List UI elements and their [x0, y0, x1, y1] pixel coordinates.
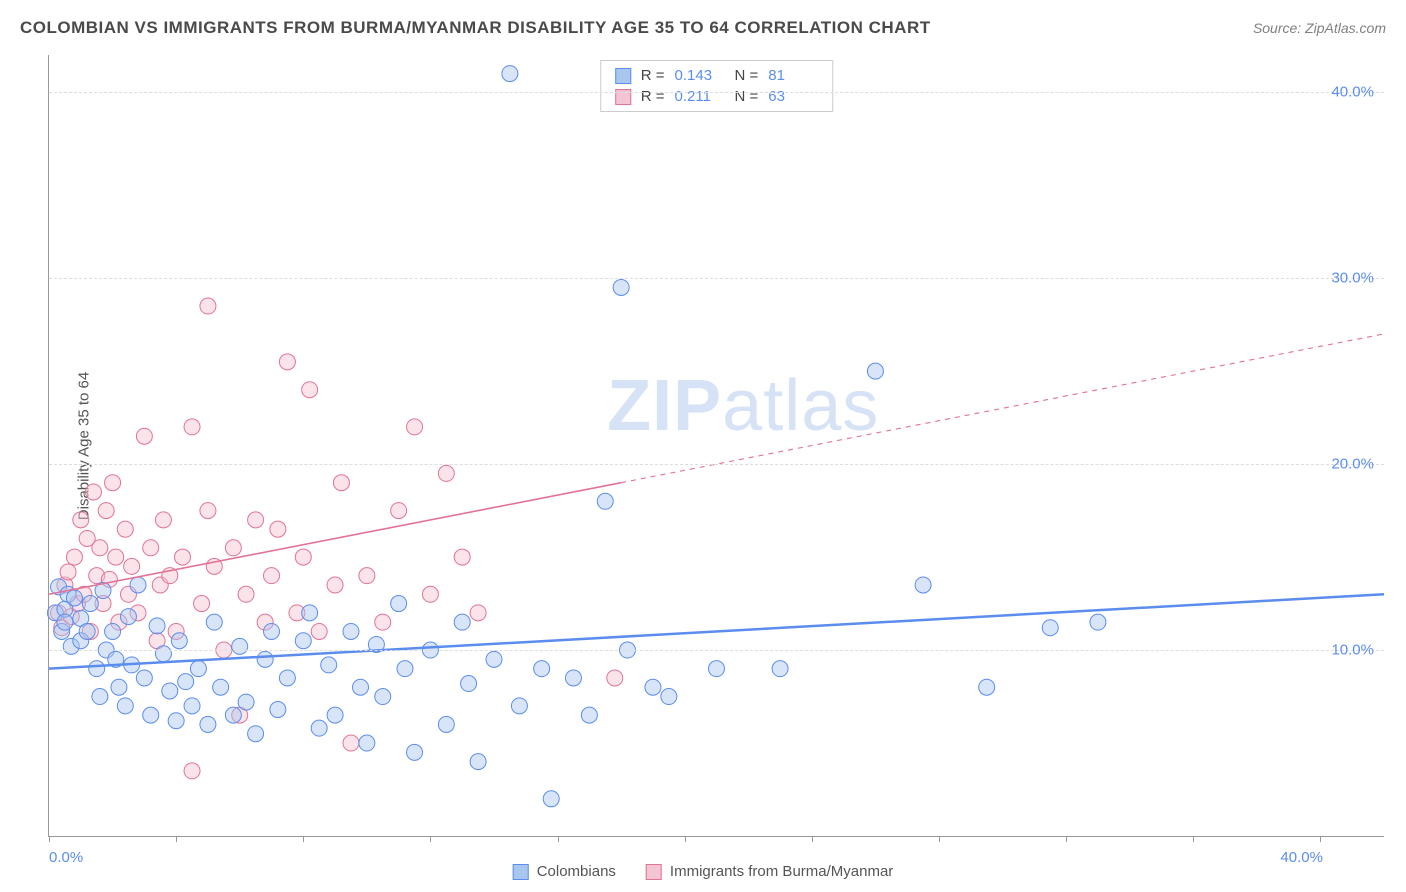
chart-area: ZIPatlas R = 0.143 N = 81 R = 0.211 N = … [48, 55, 1384, 837]
legend-label-1: Immigrants from Burma/Myanmar [670, 863, 893, 880]
legend-bottom: Colombians Immigrants from Burma/Myanmar [513, 863, 894, 880]
y-tick-label: 20.0% [1331, 456, 1374, 473]
legend-label-0: Colombians [537, 863, 616, 880]
x-tick-label: 40.0% [1280, 849, 1323, 866]
chart-title: COLOMBIAN VS IMMIGRANTS FROM BURMA/MYANM… [20, 18, 931, 38]
legend-item-1: Immigrants from Burma/Myanmar [646, 863, 893, 880]
legend-item-0: Colombians [513, 863, 616, 880]
x-tick-label: 0.0% [49, 849, 83, 866]
legend-swatch-0 [513, 864, 529, 880]
scatter-plot-svg [49, 55, 1384, 836]
y-tick-label: 30.0% [1331, 270, 1374, 287]
legend-swatch-1 [646, 864, 662, 880]
y-tick-label: 40.0% [1331, 84, 1374, 101]
y-tick-label: 10.0% [1331, 642, 1374, 659]
source-label: Source: ZipAtlas.com [1253, 20, 1386, 36]
